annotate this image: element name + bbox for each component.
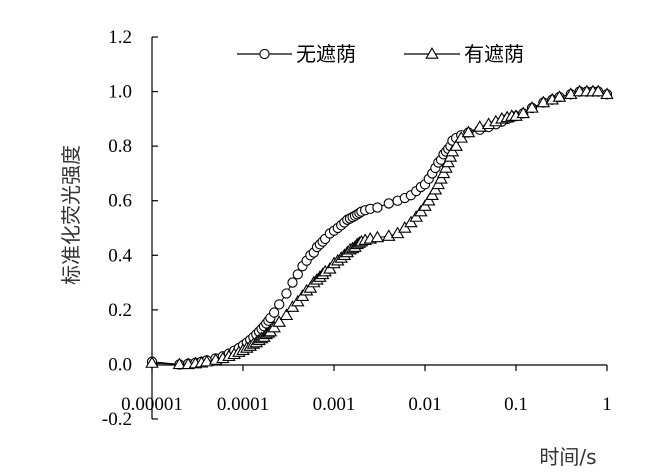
- x-tick-label: 1: [602, 394, 612, 415]
- series-2-point: [525, 101, 539, 113]
- series-1-point: [292, 269, 303, 280]
- series-1-line: [151, 91, 608, 365]
- x-tick-label: 0.01: [408, 394, 441, 415]
- y-tick-label: 0.0: [108, 354, 132, 375]
- series-1-point: [269, 307, 280, 318]
- x-tick-label: 0.001: [313, 394, 356, 415]
- series-2-line: [151, 91, 608, 365]
- series-2-point: [600, 87, 614, 100]
- legend-label: 无遮荫: [296, 42, 356, 66]
- legend-marker: [425, 47, 439, 59]
- legend-marker: [259, 48, 270, 60]
- series-2-point: [370, 230, 385, 243]
- y-axis-title: 标准化荧光强度: [59, 145, 83, 285]
- series-2-point: [449, 139, 463, 151]
- y-tick-label: 1.2: [108, 27, 132, 48]
- y-tick-label: 0.6: [108, 191, 132, 212]
- y-tick-label: -0.2: [102, 409, 132, 430]
- x-tick-label: 0.1: [504, 394, 528, 415]
- y-tick-label: 0.8: [108, 136, 132, 157]
- legend-label: 有遮荫: [464, 42, 524, 66]
- series-2-point: [172, 357, 187, 370]
- series-2-point: [591, 84, 605, 97]
- y-tick-label: 0.2: [108, 300, 132, 321]
- x-tick-label: 0.00001: [121, 394, 183, 415]
- series-2-point: [461, 125, 476, 138]
- y-tick-label: 1.0: [108, 82, 132, 103]
- series-1-point: [372, 202, 383, 213]
- series-2-point: [145, 356, 159, 368]
- series-2-point: [272, 315, 286, 327]
- series-1-point: [274, 299, 285, 310]
- axes: -0.2 0.0 0.2 0.4 0.6 0.8 1.0 1.2 0.00001 0.0001 0.…: [102, 27, 612, 430]
- x-tick-label: 0.0001: [217, 394, 269, 415]
- y-tick-label: 0.4: [108, 245, 132, 266]
- series-2-point: [279, 308, 294, 321]
- series-1-point: [287, 277, 298, 288]
- series-layer: [145, 84, 614, 370]
- series-1-point: [383, 198, 394, 209]
- x-axis-title: 时间/s: [539, 445, 596, 469]
- series-1: [146, 86, 613, 370]
- series-2-point: [552, 90, 567, 102]
- legend-item-2: 有遮荫: [404, 42, 524, 66]
- series-1-point: [281, 288, 292, 299]
- legend-item-1: 无遮荫: [237, 42, 356, 66]
- series-2: [145, 84, 614, 370]
- legend: 无遮荫 有遮荫: [237, 42, 524, 66]
